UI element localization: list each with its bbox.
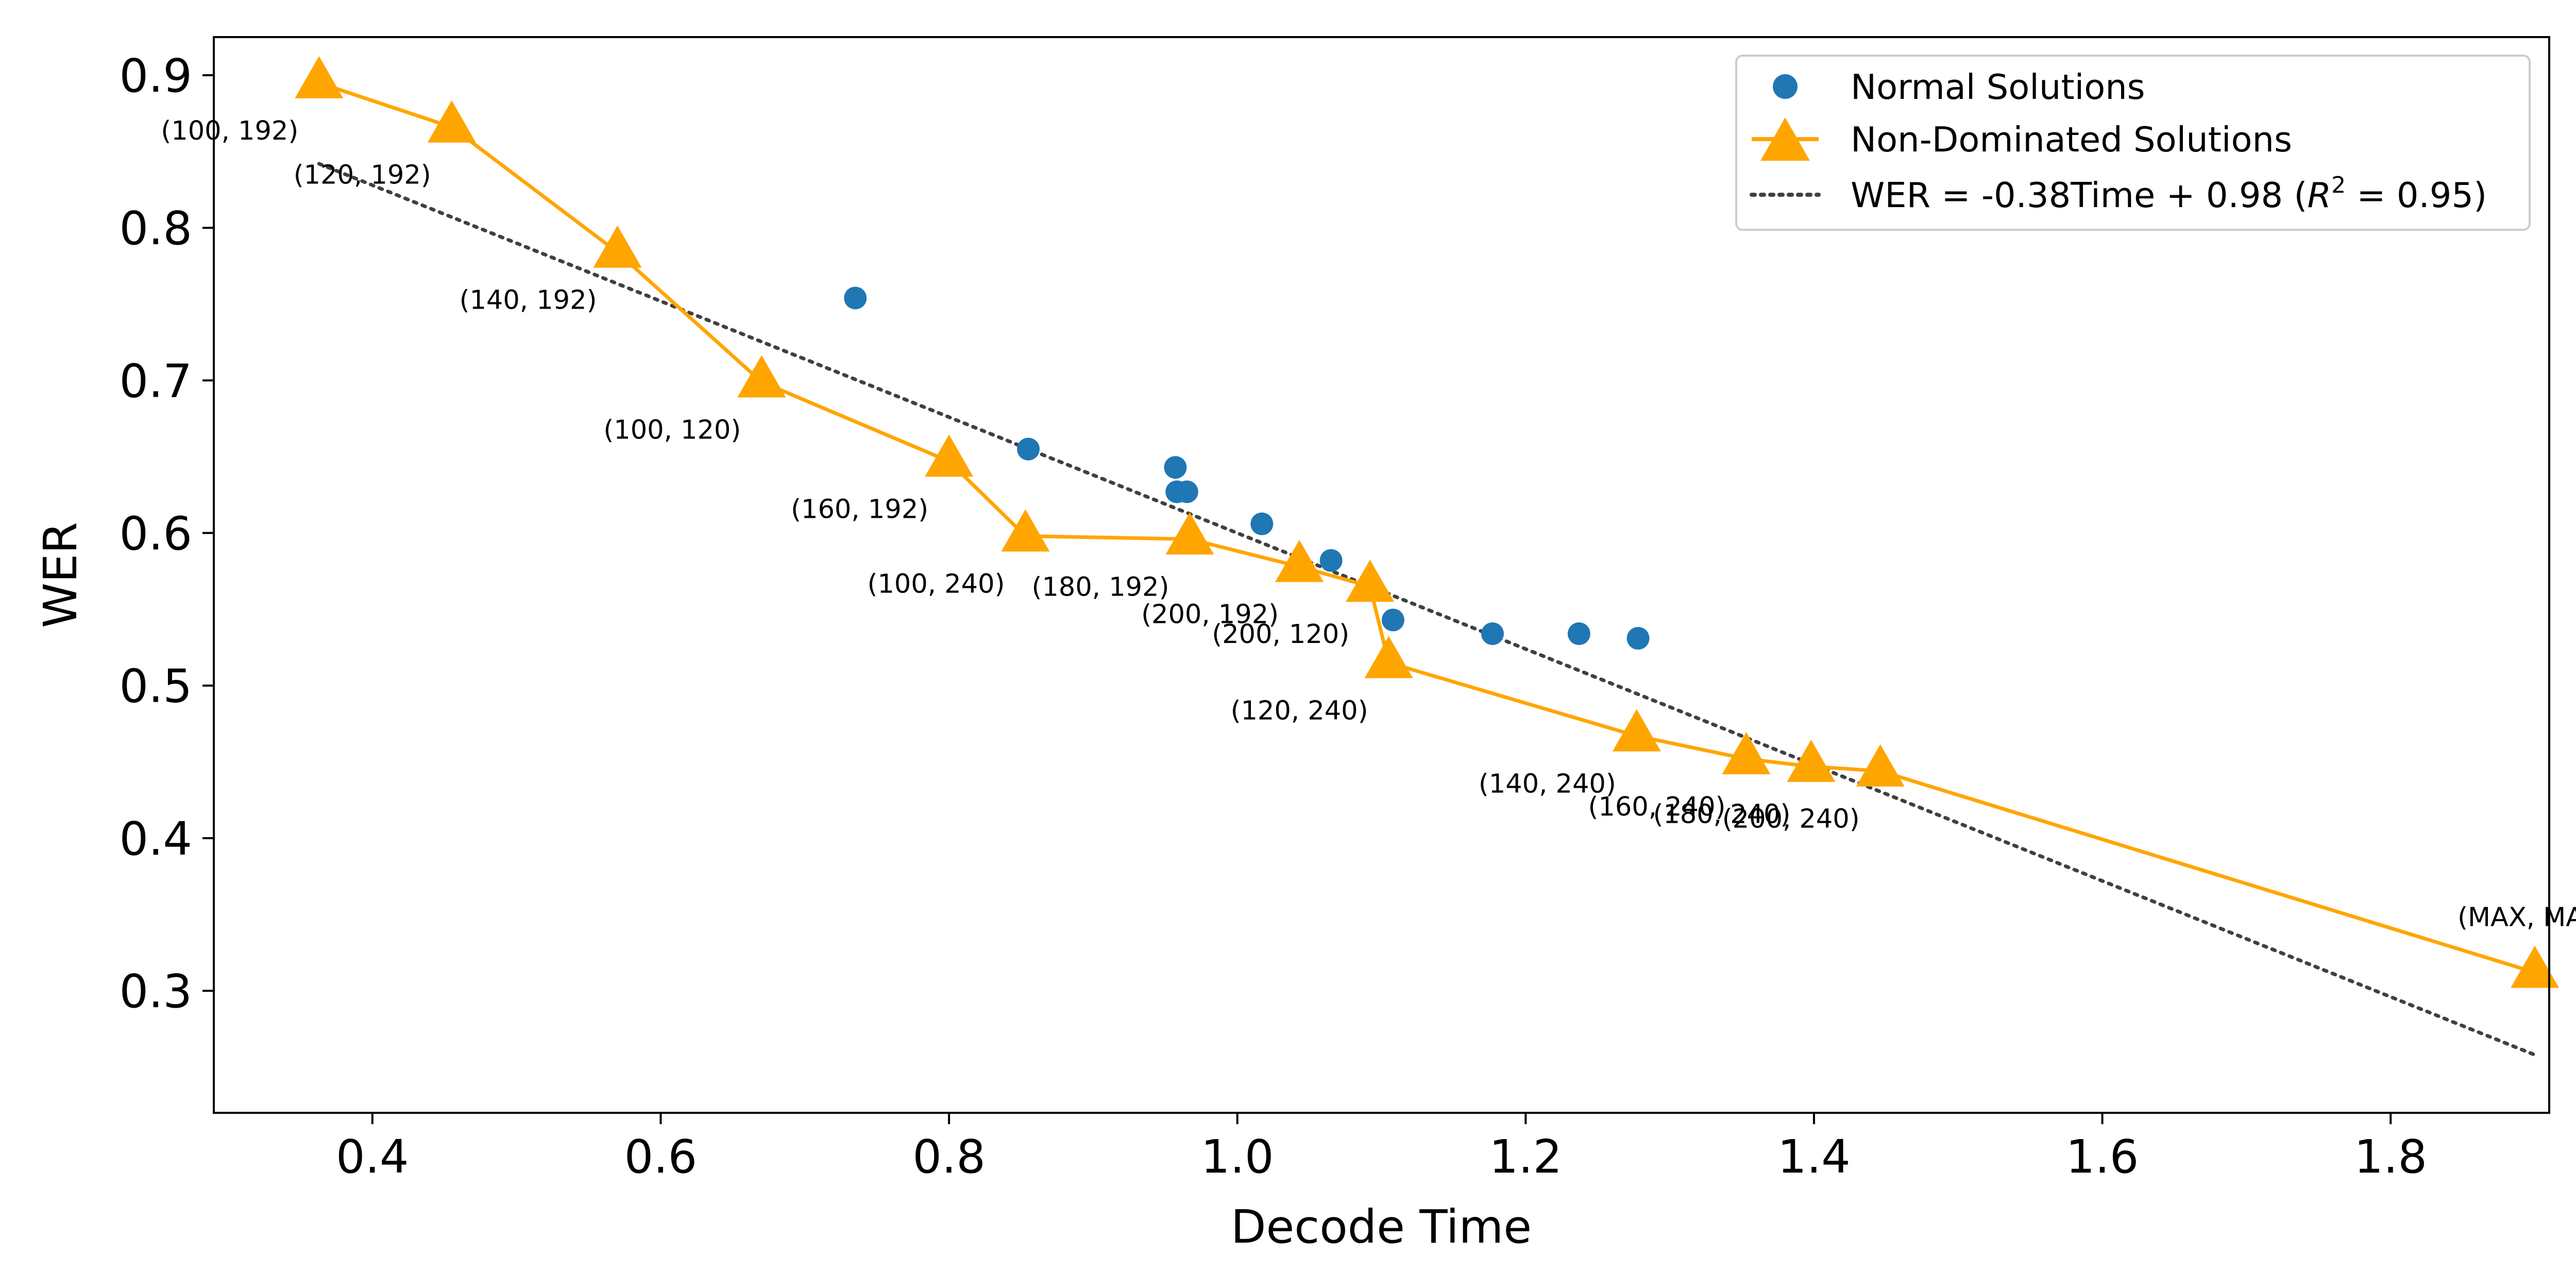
y-tick-label: 0.7 — [119, 354, 192, 408]
y-axis-title: WER — [33, 522, 87, 628]
x-tick-label: 1.4 — [1777, 1130, 1851, 1183]
non-dominated-point — [295, 56, 344, 98]
y-tick-label: 0.6 — [119, 507, 192, 561]
x-tick-label: 0.6 — [624, 1130, 698, 1183]
normal-solution-point — [1626, 626, 1650, 650]
y-tick-label: 0.3 — [119, 964, 192, 1018]
normal-solution-point — [844, 286, 867, 310]
non-dominated-point — [2511, 945, 2560, 988]
point-label: (100, 120) — [603, 415, 741, 445]
fit-line-layer — [317, 162, 2537, 1057]
x-tick-label: 1.8 — [2354, 1130, 2427, 1183]
legend-normal-label: Normal Solutions — [1851, 67, 2145, 107]
point-label: (140, 240) — [1479, 769, 1616, 799]
non-dominated-point — [1787, 739, 1836, 782]
y-axis: 0.3 0.4 0.5 0.6 0.7 0.8 0.9 — [119, 49, 214, 1018]
non-dominated-point — [1346, 560, 1395, 602]
point-label: (140, 192) — [460, 285, 597, 316]
non-dominated-point — [925, 434, 974, 477]
x-tick-label: 0.8 — [912, 1130, 986, 1183]
non-dominated-point — [1612, 709, 1661, 752]
non-dominated-point — [593, 225, 642, 268]
x-tick-label: 1.0 — [1201, 1130, 1274, 1183]
y-tick-label: 0.9 — [119, 49, 192, 103]
point-label: (200, 192) — [1141, 600, 1279, 630]
point-label: (180, 240) — [1653, 800, 1790, 830]
point-label: (200, 120) — [1212, 619, 1349, 650]
non-dominated-point — [737, 355, 786, 398]
plot-frame — [213, 36, 2550, 1114]
point-label: (160, 192) — [791, 494, 928, 524]
point-label: (200, 240) — [1722, 804, 1860, 835]
x-tick-label: 1.2 — [1489, 1130, 1563, 1183]
y-tick-label: 0.4 — [119, 812, 192, 866]
non-dominated-point — [1165, 512, 1214, 555]
point-label: (MAX, MAX) — [2458, 903, 2576, 933]
normal-solution-point — [1319, 549, 1343, 572]
point-label: (100, 240) — [867, 569, 1005, 599]
legend-nondominated-marker — [1760, 117, 1810, 161]
legend-nondominated-label: Non-Dominated Solutions — [1851, 120, 2292, 160]
x-axis-title: Decode Time — [1231, 1200, 1532, 1253]
non-dominated-point — [1275, 539, 1324, 582]
fit-line — [317, 162, 2537, 1057]
normal-solution-point — [1016, 437, 1040, 461]
non-dominated-point — [1722, 732, 1771, 774]
normal-solution-point — [1567, 622, 1590, 646]
point-label: (160, 240) — [1588, 792, 1726, 822]
non-dominated-markers-layer — [295, 56, 2560, 988]
y-tick-label: 0.5 — [119, 659, 192, 713]
non-dominated-point — [1001, 509, 1050, 552]
x-tick-label: 1.6 — [2066, 1130, 2139, 1183]
y-tick-label: 0.8 — [119, 201, 192, 255]
legend-normal-marker — [1773, 74, 1798, 99]
non-dominated-point — [1856, 744, 1905, 787]
legend-fit-label: WER = -0.38Time + 0.98 (R2 = 0.95) — [1851, 172, 2487, 215]
non-dominated-point — [1364, 636, 1413, 679]
point-label: (120, 240) — [1231, 696, 1368, 726]
normal-solution-point — [1175, 480, 1198, 503]
point-label: (180, 192) — [1031, 572, 1169, 602]
non-dominated-point — [427, 100, 476, 143]
legend-box — [1735, 55, 2531, 231]
point-label: (120, 192) — [294, 160, 431, 191]
normal-solutions-layer — [844, 286, 1650, 650]
point-labels-layer: (100, 192) (120, 192) (140, 192) (100, 120)… — [161, 116, 2576, 933]
point-label: (100, 192) — [161, 116, 298, 146]
x-axis: 0.4 0.6 0.8 1.0 1.2 1.4 1.6 1.8 — [336, 1113, 2427, 1183]
x-tick-label: 0.4 — [336, 1130, 409, 1183]
normal-solution-point — [1481, 622, 1504, 646]
normal-solution-point — [1164, 456, 1187, 479]
normal-solution-point — [1381, 608, 1404, 632]
legend: Normal Solutions Non-Dominated Solutions… — [1735, 55, 2531, 231]
normal-solution-point — [1250, 512, 1274, 535]
